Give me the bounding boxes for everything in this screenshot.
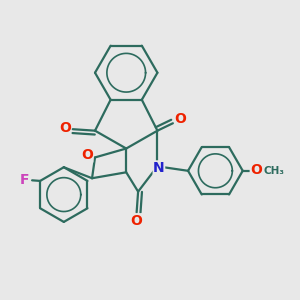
Text: O: O [130, 214, 142, 228]
Text: F: F [20, 173, 29, 187]
Text: O: O [250, 163, 262, 177]
Text: O: O [175, 112, 187, 126]
Text: O: O [59, 121, 70, 135]
Text: N: N [153, 161, 165, 175]
Text: O: O [81, 148, 93, 162]
Text: CH₃: CH₃ [263, 166, 284, 176]
